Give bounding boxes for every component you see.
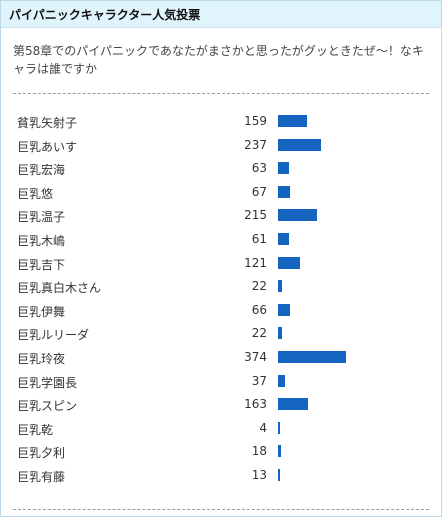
vote-count: 374 bbox=[244, 350, 267, 364]
result-row: 巨乳伊舞 66 bbox=[1, 302, 441, 320]
vote-bar bbox=[278, 398, 308, 411]
result-row: 巨乳有藤 13 bbox=[1, 467, 441, 485]
vote-bar bbox=[278, 469, 280, 481]
candidate-name: 巨乳夕利 bbox=[17, 446, 66, 461]
candidate-name: 巨乳真白木さん bbox=[17, 281, 102, 296]
result-row: 巨乳真白木さん 22 bbox=[1, 278, 441, 296]
vote-count: 37 bbox=[251, 373, 267, 388]
vote-count: 67 bbox=[251, 184, 267, 199]
poll-question: 第58章でのパイパニックであなたがまさかと思ったがグッときたぜ〜！なキャラは誰で… bbox=[13, 44, 424, 76]
vote-bar bbox=[278, 374, 285, 387]
result-row: 巨乳吉下 121 bbox=[1, 255, 441, 273]
vote-bar bbox=[278, 445, 281, 458]
result-row: 巨乳スピン 163 bbox=[1, 396, 441, 414]
vote-bar bbox=[278, 351, 346, 363]
divider-top bbox=[13, 93, 429, 94]
vote-bar bbox=[278, 162, 289, 175]
vote-count: 66 bbox=[251, 302, 267, 317]
poll-header: パイパニックキャラクター人気投票 bbox=[1, 1, 441, 28]
vote-count: 13 bbox=[251, 468, 267, 482]
result-row: 巨乳宏海 63 bbox=[1, 160, 441, 178]
result-row: 巨乳あいす 237 bbox=[1, 137, 441, 155]
vote-bar bbox=[278, 115, 307, 127]
poll-title: パイパニックキャラクター人気投票 bbox=[9, 8, 201, 22]
vote-count: 4 bbox=[259, 420, 267, 435]
result-row: 巨乳乾 4 bbox=[1, 420, 441, 438]
vote-bar bbox=[278, 256, 300, 269]
result-row: 巨乳温子 215 bbox=[1, 207, 441, 225]
candidate-name: 巨乳ルリーダ bbox=[17, 328, 90, 343]
vote-count: 159 bbox=[244, 114, 267, 128]
result-row: 巨乳夕利 18 bbox=[1, 443, 441, 461]
vote-bar bbox=[278, 421, 280, 434]
candidate-name: 巨乳木嶋 bbox=[17, 234, 66, 248]
vote-count: 163 bbox=[244, 397, 267, 412]
vote-count: 215 bbox=[244, 208, 267, 223]
vote-count: 61 bbox=[251, 232, 267, 246]
candidate-name: 巨乳宏海 bbox=[17, 163, 66, 178]
result-row: 巨乳木嶋 61 bbox=[1, 231, 441, 249]
vote-count: 18 bbox=[251, 444, 267, 459]
vote-bar bbox=[278, 233, 289, 245]
candidate-name: 貧乳矢射子 bbox=[17, 116, 78, 130]
candidate-name: 巨乳乾 bbox=[17, 422, 54, 437]
candidate-name: 巨乳有藤 bbox=[17, 470, 66, 484]
vote-bar bbox=[278, 280, 282, 293]
vote-count: 237 bbox=[244, 137, 267, 152]
vote-count: 63 bbox=[251, 161, 267, 176]
candidate-name: 巨乳吉下 bbox=[17, 257, 66, 272]
vote-count: 22 bbox=[251, 326, 267, 341]
divider-bottom bbox=[13, 509, 429, 510]
result-row: 巨乳悠 67 bbox=[1, 184, 441, 202]
candidate-name: 巨乳温子 bbox=[17, 210, 66, 225]
candidate-name: 巨乳悠 bbox=[17, 186, 54, 201]
result-row: 貧乳矢射子 159 bbox=[1, 113, 441, 131]
vote-bar bbox=[278, 327, 282, 340]
vote-bar bbox=[278, 138, 321, 151]
candidate-name: 巨乳玲夜 bbox=[17, 352, 66, 366]
candidate-name: 巨乳学園長 bbox=[17, 375, 78, 390]
result-row: 巨乳学園長 37 bbox=[1, 373, 441, 391]
vote-bar bbox=[278, 185, 290, 198]
candidate-name: 巨乳伊舞 bbox=[17, 304, 66, 319]
result-row: 巨乳ルリーダ 22 bbox=[1, 325, 441, 343]
vote-bar bbox=[278, 303, 290, 316]
candidate-name: 巨乳あいす bbox=[17, 139, 78, 154]
result-row: 巨乳玲夜 374 bbox=[1, 349, 441, 367]
vote-count: 121 bbox=[244, 255, 267, 270]
candidate-name: 巨乳スピン bbox=[17, 399, 78, 414]
vote-bar bbox=[278, 209, 317, 222]
vote-count: 22 bbox=[251, 279, 267, 294]
